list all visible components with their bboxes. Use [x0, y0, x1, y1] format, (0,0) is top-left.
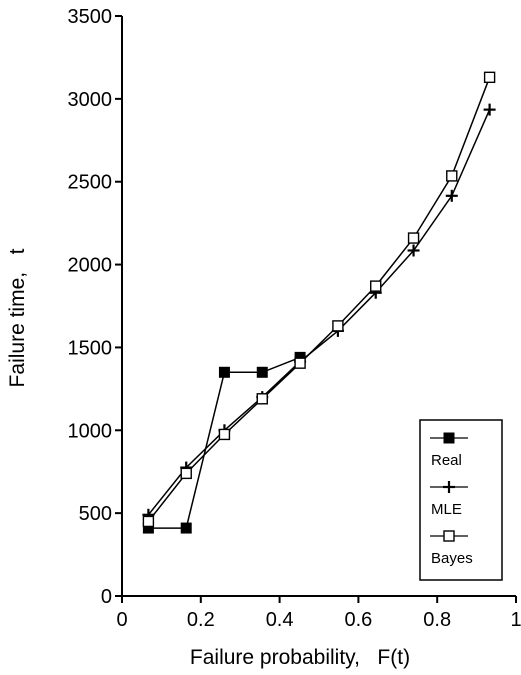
y-tick-label: 1500 — [68, 337, 113, 359]
x-tick-label: 0.8 — [423, 609, 451, 631]
point-bayes — [295, 358, 305, 368]
x-tick-label: 0.6 — [344, 609, 372, 631]
y-tick-label: 2500 — [68, 172, 113, 194]
point-bayes — [257, 394, 267, 404]
y-tick-label: 0 — [101, 586, 112, 608]
x-tick-label: 0 — [116, 609, 127, 631]
point-real — [219, 367, 229, 377]
point-bayes — [409, 233, 419, 243]
y-tick-label: 3500 — [68, 6, 113, 28]
y-tick-label: 2000 — [68, 255, 113, 277]
y-axis-title: Failure time, t — [6, 248, 29, 387]
x-axis-title: Failure probability, F(t) — [190, 646, 410, 669]
point-bayes — [447, 171, 457, 181]
x-tick-label: 1 — [510, 609, 521, 631]
y-tick-label: 3000 — [68, 89, 113, 111]
point-real — [257, 367, 267, 377]
x-tick-label: 0.4 — [266, 609, 294, 631]
legend-marker-real — [444, 433, 454, 443]
point-bayes — [371, 281, 381, 291]
legend-label-bayes: Bayes — [431, 550, 473, 567]
y-tick-label: 1000 — [68, 420, 113, 442]
point-bayes — [143, 516, 153, 526]
point-mle — [446, 190, 458, 202]
legend-label-mle: MLE — [431, 501, 462, 518]
x-tick-label: 0.2 — [187, 609, 215, 631]
legend-marker-bayes — [444, 531, 454, 541]
point-mle — [484, 104, 496, 116]
point-real — [181, 523, 191, 533]
legend-label-real: Real — [431, 452, 462, 469]
legend: Real MLE Bayes — [420, 420, 502, 580]
point-bayes — [181, 468, 191, 478]
point-bayes — [219, 429, 229, 439]
point-bayes — [333, 321, 343, 331]
y-tick-label: 500 — [79, 503, 112, 525]
point-bayes — [485, 72, 495, 82]
